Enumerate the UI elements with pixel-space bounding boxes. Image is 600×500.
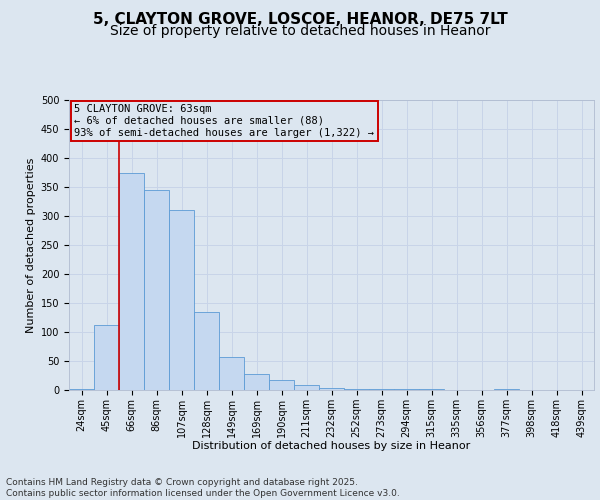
Bar [244, 374, 269, 390]
Bar [269, 380, 294, 390]
Bar [294, 386, 319, 390]
Text: Contains HM Land Registry data © Crown copyright and database right 2025.
Contai: Contains HM Land Registry data © Crown c… [6, 478, 400, 498]
Y-axis label: Number of detached properties: Number of detached properties [26, 158, 37, 332]
Bar [169, 210, 194, 390]
Bar [219, 357, 244, 390]
Bar [419, 389, 444, 390]
Text: 5, CLAYTON GROVE, LOSCOE, HEANOR, DE75 7LT: 5, CLAYTON GROVE, LOSCOE, HEANOR, DE75 7… [92, 12, 508, 28]
Bar [344, 389, 369, 390]
Bar [144, 190, 169, 390]
Bar [69, 389, 94, 390]
Bar [119, 172, 144, 390]
Bar [319, 388, 344, 390]
Text: 5 CLAYTON GROVE: 63sqm
← 6% of detached houses are smaller (88)
93% of semi-deta: 5 CLAYTON GROVE: 63sqm ← 6% of detached … [74, 104, 374, 138]
X-axis label: Distribution of detached houses by size in Heanor: Distribution of detached houses by size … [193, 442, 470, 452]
Bar [394, 389, 419, 390]
Bar [194, 312, 219, 390]
Text: Size of property relative to detached houses in Heanor: Size of property relative to detached ho… [110, 24, 490, 38]
Bar [369, 389, 394, 390]
Bar [494, 389, 519, 390]
Bar [94, 325, 119, 390]
